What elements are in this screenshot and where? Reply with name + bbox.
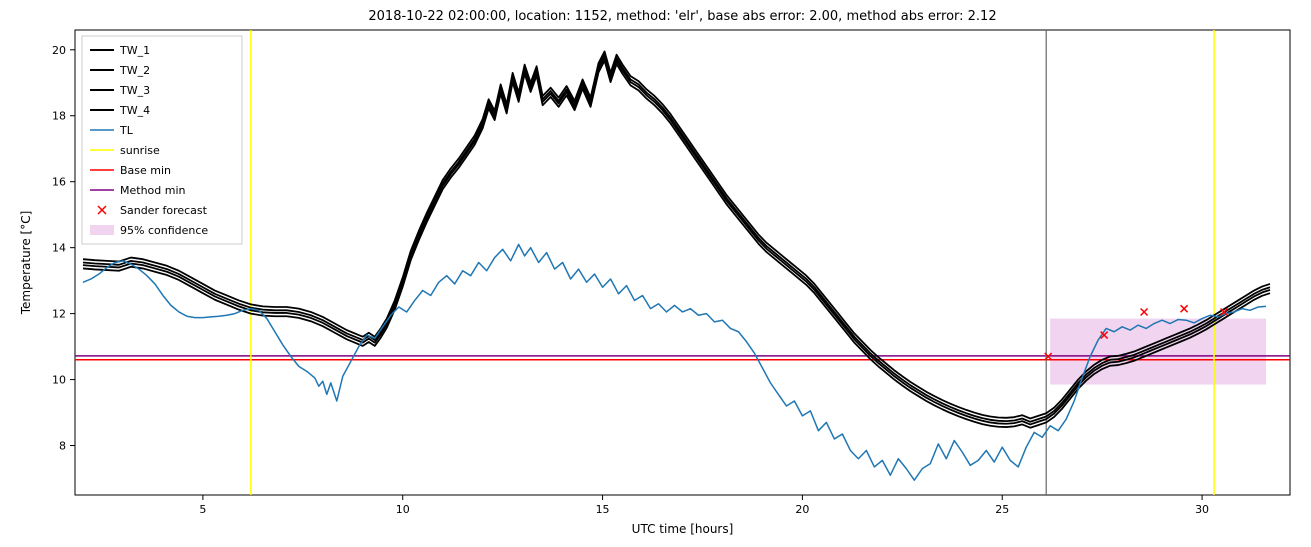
plot-area (75, 30, 1290, 495)
legend-label: Base min (120, 164, 171, 177)
y-tick-label: 8 (59, 440, 66, 453)
y-tick-label: 16 (52, 176, 66, 189)
chart-title: 2018-10-22 02:00:00, location: 1152, met… (368, 9, 996, 24)
x-axis-label: UTC time [hours] (632, 522, 734, 536)
legend-label: TW_1 (119, 44, 150, 57)
legend-label: TW_3 (119, 84, 150, 97)
legend-swatch (90, 225, 114, 235)
y-tick-label: 12 (52, 308, 66, 321)
x-tick-label: 15 (596, 503, 610, 516)
legend-label: TW_2 (119, 64, 150, 77)
chart-svg: 2018-10-22 02:00:00, location: 1152, met… (0, 0, 1311, 547)
y-tick-label: 20 (52, 44, 66, 57)
y-tick-label: 10 (52, 374, 66, 387)
chart-container: 2018-10-22 02:00:00, location: 1152, met… (0, 0, 1311, 547)
x-tick-label: 20 (795, 503, 809, 516)
x-tick-label: 30 (1195, 503, 1209, 516)
x-tick-label: 25 (995, 503, 1009, 516)
x-tick-label: 5 (199, 503, 206, 516)
x-tick-label: 10 (396, 503, 410, 516)
legend-label: 95% confidence (120, 224, 208, 237)
legend-label: Sander forecast (120, 204, 208, 217)
legend-label: Method min (120, 184, 186, 197)
y-tick-label: 14 (52, 242, 66, 255)
y-tick-label: 18 (52, 110, 66, 123)
legend-label: TL (119, 124, 134, 137)
legend-label: TW_4 (119, 104, 150, 117)
legend-label: sunrise (120, 144, 160, 157)
y-axis-label: Temperature [°C] (19, 211, 33, 316)
